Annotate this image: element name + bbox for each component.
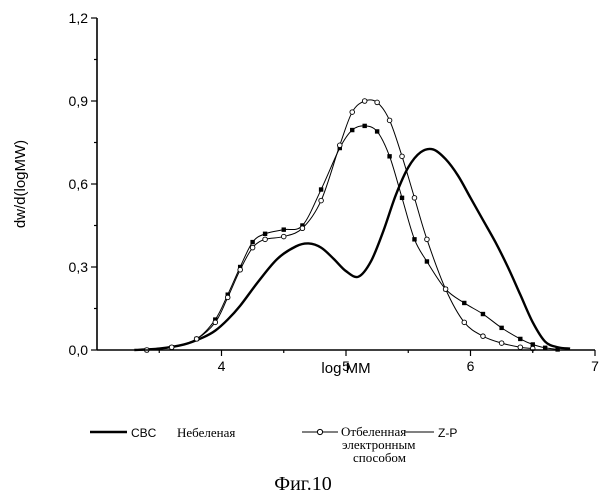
x-tick-label-0: 4 <box>218 358 226 374</box>
series-2-point-2 <box>194 337 199 342</box>
series-2-point-4 <box>225 295 230 300</box>
y-tick-label-4: 1,2 <box>69 10 89 26</box>
series-2-point-18 <box>425 237 430 242</box>
series-1-point-22 <box>499 326 503 330</box>
y-axis-title: dw/d(logMW) <box>12 140 29 228</box>
series-1-point-20 <box>462 301 466 305</box>
series-2-point-21 <box>481 334 486 339</box>
plot-series <box>134 99 570 353</box>
legend: CBC Небеленая Отбеленная электронным спо… <box>90 424 457 465</box>
x-axis-title: log MM <box>321 360 370 377</box>
series-2-point-11 <box>337 143 342 148</box>
figure-caption: Фиг.10 <box>274 473 331 495</box>
series-2-point-10 <box>319 198 324 203</box>
x-tick-label-2: 6 <box>467 358 475 374</box>
x-ticks: 4567 <box>159 350 599 374</box>
series-2-point-6 <box>250 245 255 250</box>
series-2-point-5 <box>238 267 243 272</box>
series-1-point-8 <box>282 227 286 231</box>
series-1-point-23 <box>518 337 522 341</box>
series-2-point-22 <box>499 341 504 346</box>
series-2-point-15 <box>387 118 392 123</box>
legend-label-unbleached: Небеленая <box>177 425 235 440</box>
series-2-point-13 <box>362 99 367 104</box>
x-tick-label-3: 7 <box>591 358 599 374</box>
y-tick-label-3: 0,9 <box>69 93 89 109</box>
series-1-point-15 <box>387 154 391 158</box>
y-tick-label-2: 0,6 <box>69 176 89 192</box>
series-2-point-1 <box>169 345 174 350</box>
legend-label-cbc: CBC <box>131 426 157 440</box>
series-1-point-12 <box>350 128 354 132</box>
series-2-point-7 <box>263 237 268 242</box>
series-line-0 <box>134 149 570 350</box>
series-1-point-10 <box>319 187 323 191</box>
series-2-point-8 <box>281 234 286 239</box>
series-line-2 <box>147 100 533 350</box>
series-1-point-21 <box>481 312 485 316</box>
series-2-point-14 <box>375 100 380 105</box>
series-1-point-17 <box>412 237 416 241</box>
series-2-point-17 <box>412 196 417 201</box>
series-1-point-6 <box>250 240 254 244</box>
series-2-point-3 <box>213 320 218 325</box>
series-line-1 <box>147 126 558 350</box>
series-1-point-13 <box>362 124 366 128</box>
series-1-point-18 <box>425 259 429 263</box>
legend-label-bleached-line3: способом <box>353 450 406 465</box>
series-2-point-23 <box>518 345 523 350</box>
legend-label-zp: Z-P <box>438 426 457 440</box>
y-tick-label-1: 0,3 <box>69 259 89 275</box>
series-1-point-16 <box>400 196 404 200</box>
y-tick-label-0: 0,0 <box>69 342 89 358</box>
y-ticks: 0,0 0,3 0,6 0,9 1,2 <box>69 10 97 358</box>
series-2-point-16 <box>400 154 405 159</box>
series-2-point-9 <box>300 226 305 231</box>
series-2-point-20 <box>462 320 467 325</box>
series-1-point-7 <box>263 232 267 236</box>
series-2-point-19 <box>443 287 448 292</box>
series-2-point-12 <box>350 110 355 115</box>
legend-marker-bleached <box>317 429 322 434</box>
series-1-point-14 <box>375 129 379 133</box>
